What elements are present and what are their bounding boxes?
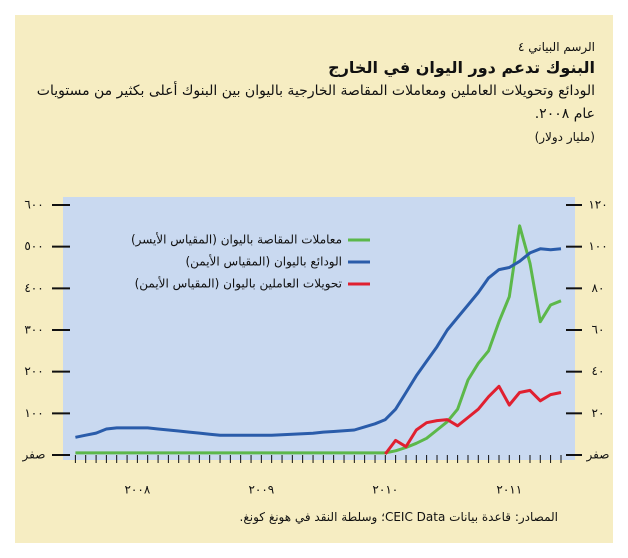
- y-tick-label: ٣٠٠: [24, 323, 43, 337]
- y-tick-label: ٥٠٠: [24, 239, 43, 253]
- x-tick-label: ٢٠١٠: [372, 483, 398, 497]
- x-tick-label: ٢٠١١: [496, 483, 522, 497]
- unit-label: (مليار دولار): [534, 130, 595, 144]
- x-tick-label: ٢٠٠٨: [124, 483, 150, 497]
- y-tick-label: ٦٠٠: [24, 198, 43, 212]
- plot-area: [63, 197, 575, 460]
- y-tick-label: ١٠٠: [24, 406, 43, 420]
- y2-tick-label: ٤٠: [592, 364, 605, 378]
- y2-tick-label: ٦٠: [592, 323, 605, 337]
- y2-tick-label: صفر: [586, 448, 610, 463]
- y2-tick-label: ١٠٠: [588, 239, 607, 253]
- y-tick-label: ٢٠٠: [24, 364, 43, 378]
- legend-label: معاملات المقاصة باليوان (المقياس الأيسر): [131, 232, 342, 248]
- legend-label: الودائع باليوان (المقياس الأيمن): [185, 254, 342, 270]
- series-line: [75, 224, 562, 455]
- legend-label: تحويلات العاملين باليوان (المقياس الأيمن…: [135, 276, 342, 292]
- y-tick-label: ٤٠٠: [24, 281, 43, 295]
- source: المصادر: قاعدة بيانات CEIC Data؛ وسلطة ا…: [239, 510, 558, 524]
- y2-tick-label: ٨٠: [592, 281, 605, 295]
- series-line: [75, 247, 562, 439]
- y2-tick-label: ١٢٠: [588, 198, 607, 212]
- chart-title: البنوك تدعم دور اليوان في الخارج: [328, 58, 595, 77]
- x-tick-label: ٢٠٠٩: [248, 483, 274, 497]
- y-tick-label: صفر: [22, 448, 46, 463]
- chart-subtitle: الودائع وتحويلات العاملين ومعاملات المقا…: [36, 83, 595, 122]
- y2-tick-label: ٢٠: [592, 406, 605, 420]
- series-line: [384, 384, 562, 455]
- chart-label: الرسم البياني ٤: [518, 40, 595, 54]
